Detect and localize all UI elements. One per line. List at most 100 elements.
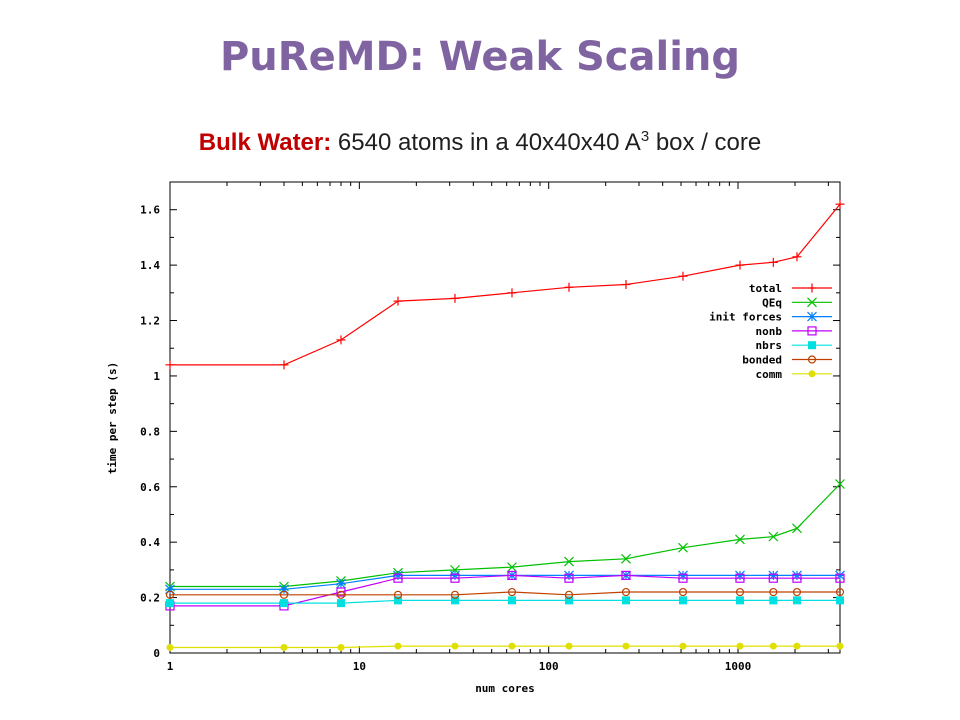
series-comm: [166, 642, 844, 651]
data-point-bonded: [769, 587, 778, 597]
subtitle-text: 6540 atoms in a 40x40x40 A: [331, 129, 641, 156]
data-point-bonded: [165, 590, 175, 599]
data-point-nonb-shape: [507, 570, 517, 581]
data-point-bonded-shape: [336, 590, 346, 599]
data-point-comm-shape: [565, 642, 573, 650]
data-point-bonded: [735, 587, 745, 597]
data-point-bonded-shape: [621, 587, 631, 597]
data-point-nbrs: [166, 599, 174, 608]
data-point-nonb-shape: [792, 573, 802, 583]
series-group: [165, 199, 845, 651]
data-point-nonb-shape: [835, 573, 845, 583]
data-point-qeq-stroke: [507, 562, 517, 573]
data-point-total: [336, 335, 346, 345]
data-point-comm-shape: [394, 642, 402, 650]
data-point-qeq-stroke: [835, 479, 845, 489]
y-tick-label: 1.2: [140, 315, 160, 328]
legend-label: QEq: [762, 296, 782, 309]
y-tick-label: 0.8: [140, 425, 160, 438]
data-point-bonded-shape: [450, 590, 460, 599]
data-point-bonded-shape: [393, 590, 403, 599]
legend-marker-shape: [807, 326, 817, 336]
data-point-nonb: [507, 570, 517, 581]
data-point-nbrs: [507, 596, 516, 605]
data-point-nonb: [735, 573, 745, 583]
y-tick-label: 1.4: [140, 259, 160, 272]
legend-marker: [808, 370, 816, 378]
data-point-comm: [337, 643, 345, 651]
data-point-comm: [769, 642, 777, 650]
legend-marker-shape: [808, 341, 816, 350]
legend-item-init-forces: init forces: [709, 311, 832, 324]
y-tick-label: 0.2: [140, 592, 160, 605]
data-point-bonded-shape: [507, 587, 517, 597]
y-tick-label: 0: [153, 647, 160, 660]
x-tick-label: 10: [353, 660, 366, 673]
legend-marker: [807, 326, 817, 336]
data-point-nbrs-shape: [279, 599, 288, 608]
data-point-comm: [736, 642, 744, 650]
data-point-bonded: [678, 587, 688, 597]
data-point-nbrs: [336, 599, 345, 608]
data-point-nonb-shape: [621, 570, 631, 581]
data-point-nbrs-shape: [564, 596, 573, 605]
slide-title: PuReMD: Weak Scaling: [219, 34, 741, 80]
data-point-nonb: [450, 573, 460, 583]
data-point-nbrs: [279, 599, 288, 608]
data-point-nonb-shape: [564, 573, 574, 583]
data-point-bonded-shape: [735, 587, 745, 597]
data-point-bonded-shape: [678, 587, 688, 597]
data-point-qeq-stroke: [768, 531, 779, 542]
data-point-nbrs: [836, 596, 844, 605]
legend-marker-stroke: [807, 297, 817, 308]
data-point-nbrs: [792, 596, 801, 605]
data-point-total: [792, 252, 802, 262]
data-point-qeq: [678, 542, 688, 553]
series-line-bonded: [170, 591, 840, 596]
chart-subtitle: Bulk Water: 6540 atoms in a 40x40x40 A3 …: [0, 128, 960, 157]
axes: 0 0.2 0.4 0.6 0.8 1 1.2 1.4 1.6 1 10 100 1000: [140, 181, 840, 673]
x-tick-label: 100: [539, 660, 559, 673]
series-nonb: [165, 570, 845, 611]
data-point-nbrs: [735, 596, 744, 605]
series-nbrs: [166, 596, 844, 608]
data-point-qeq: [735, 534, 745, 545]
data-point-nbrs: [678, 596, 687, 605]
data-point-nonb-shape: [735, 573, 745, 583]
data-point-nbrs-shape: [166, 599, 174, 608]
data-point-nonb: [768, 573, 778, 583]
data-point-bonded: [621, 587, 631, 597]
data-point-total: [835, 199, 845, 209]
subtitle-superscript: 3: [640, 128, 650, 145]
data-point-bonded: [336, 590, 346, 599]
data-point-nonb-shape: [768, 573, 778, 583]
data-point-comm: [622, 642, 630, 650]
data-point-total: [768, 257, 778, 267]
data-point-bonded: [507, 587, 517, 597]
data-point-total: [678, 271, 688, 281]
legend-item-comm: comm: [756, 368, 832, 381]
data-point-nonb: [678, 573, 688, 583]
data-point-bonded: [835, 587, 845, 597]
series-total: [165, 199, 845, 370]
data-point-total: [450, 293, 460, 303]
data-point-comm-shape: [508, 642, 516, 650]
data-point-nbrs-shape: [678, 596, 687, 605]
data-point-comm-shape: [679, 642, 687, 650]
data-point-bonded: [792, 587, 802, 597]
data-point-nbrs-shape: [507, 596, 516, 605]
data-point-comm: [793, 642, 801, 650]
data-point-total: [165, 360, 175, 370]
legend-item-qeq: QEq: [762, 296, 832, 309]
legend-marker: [807, 355, 817, 364]
data-point-nonb: [336, 587, 346, 597]
data-point-nbrs-shape: [621, 596, 630, 605]
data-point-comm-shape: [280, 643, 288, 651]
data-point-total: [279, 360, 289, 370]
data-point-qeq-stroke: [564, 556, 574, 567]
legend-item-nonb: nonb: [756, 325, 832, 338]
data-point-init-forces: [336, 578, 346, 589]
legend-item-bonded: bonded: [742, 354, 832, 367]
